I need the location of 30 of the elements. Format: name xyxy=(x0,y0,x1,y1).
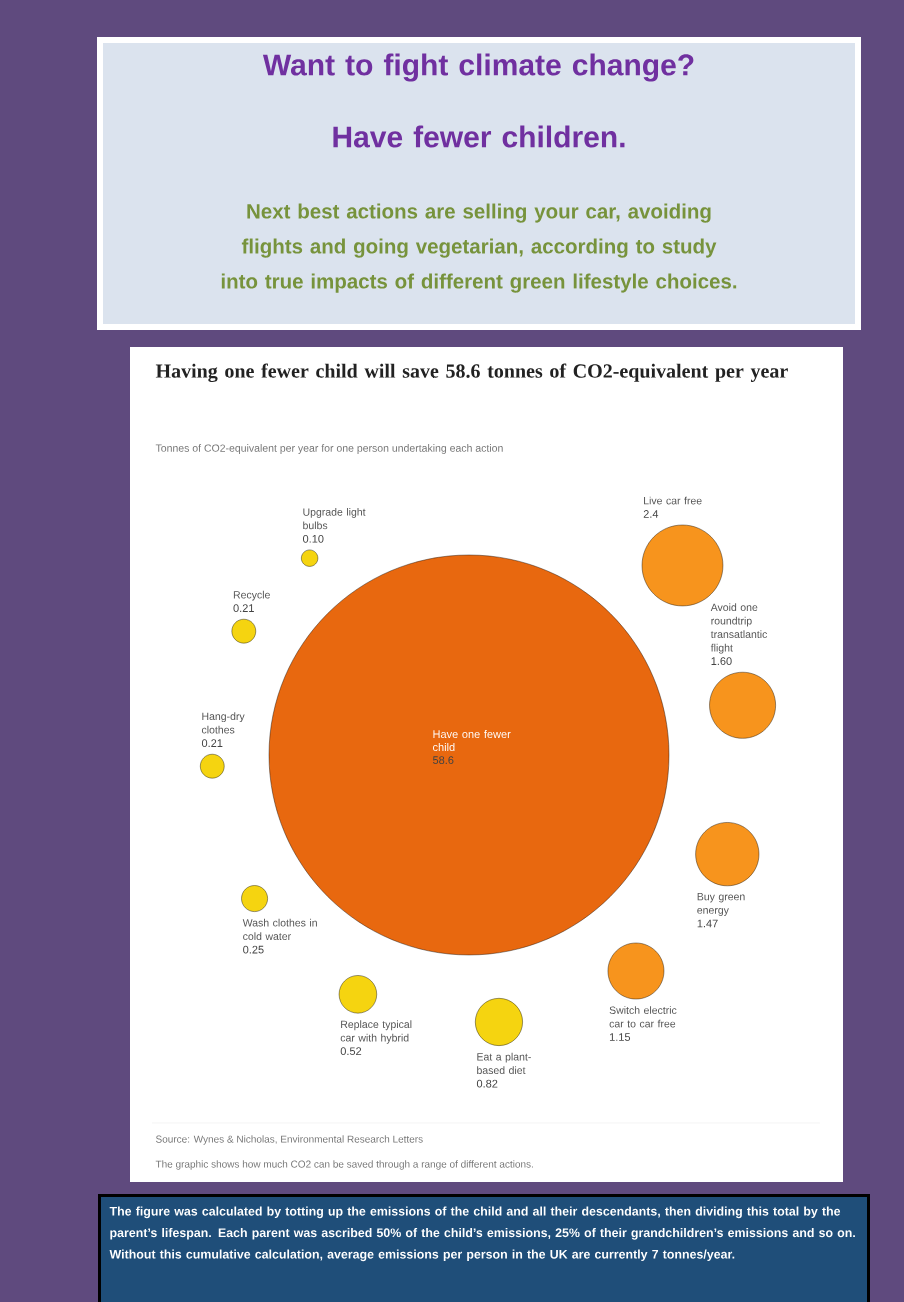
category-label: Avoid one roundtrip transatlantic flight xyxy=(710,603,768,654)
category-label: Wash clothes in cold water xyxy=(242,918,317,941)
category-label: Hang-dry clothes xyxy=(201,712,245,734)
data-label: 0.10 xyxy=(302,534,324,543)
data-label: 0.21 xyxy=(201,739,223,748)
category-label: Recycle xyxy=(233,590,270,601)
category-label: Buy green energy xyxy=(697,893,745,916)
text: Tonnes of CO2-equivalent per year for one person undertaking each action xyxy=(155,444,503,454)
data-label: 0.21 xyxy=(233,604,254,613)
text: The graphic shows how much CO2 can be saved through a range of different actions. xyxy=(155,1160,533,1170)
data-label: 1.15 xyxy=(609,1033,631,1041)
category-label: Replace typical car with hybrid xyxy=(340,1020,412,1044)
data-label: 0.25 xyxy=(243,945,264,954)
data-label: 1.47 xyxy=(697,919,718,928)
data-label: 0.52 xyxy=(340,1047,362,1056)
category-label: Switch electric car to car free xyxy=(609,1006,677,1028)
category-label: Eat a plant-based diet xyxy=(477,1052,531,1075)
data-label: 58.6 xyxy=(432,756,454,765)
text: Want to fight climate change? xyxy=(262,53,694,82)
data-label: 2.4 xyxy=(643,510,659,518)
text: Next best actions are selling your car, avoiding flights and going vegetarian, according to study into true impacts of different green lifestyle choices. xyxy=(221,203,737,293)
category-label: Upgrade light bulbs xyxy=(303,508,366,530)
category-label: Live car free xyxy=(644,496,702,505)
source-note: Source: Wynes & Nicholas, Environmental Research Letters xyxy=(155,1135,423,1145)
category-label: Have one fewer child xyxy=(433,729,511,752)
data-label: 0.82 xyxy=(476,1079,498,1088)
data-label: 1.60 xyxy=(711,657,732,666)
text: The figure was calculated by totting up the emissions of the child and all their descendants, then dividing this total by the parent’s lifespan. Each parent was ascribed 50% of the child’s emissions, 25% of their grandchildren’s emissions and so on. Without this cumulative calculation, average emissions per person in the UK are currently 7 tonnes/year. xyxy=(109,1206,855,1262)
text: Have fewer children. xyxy=(333,125,625,148)
text: Having one fewer child will save 58.6 tonnes of CO2-equivalent per year xyxy=(155,363,788,383)
